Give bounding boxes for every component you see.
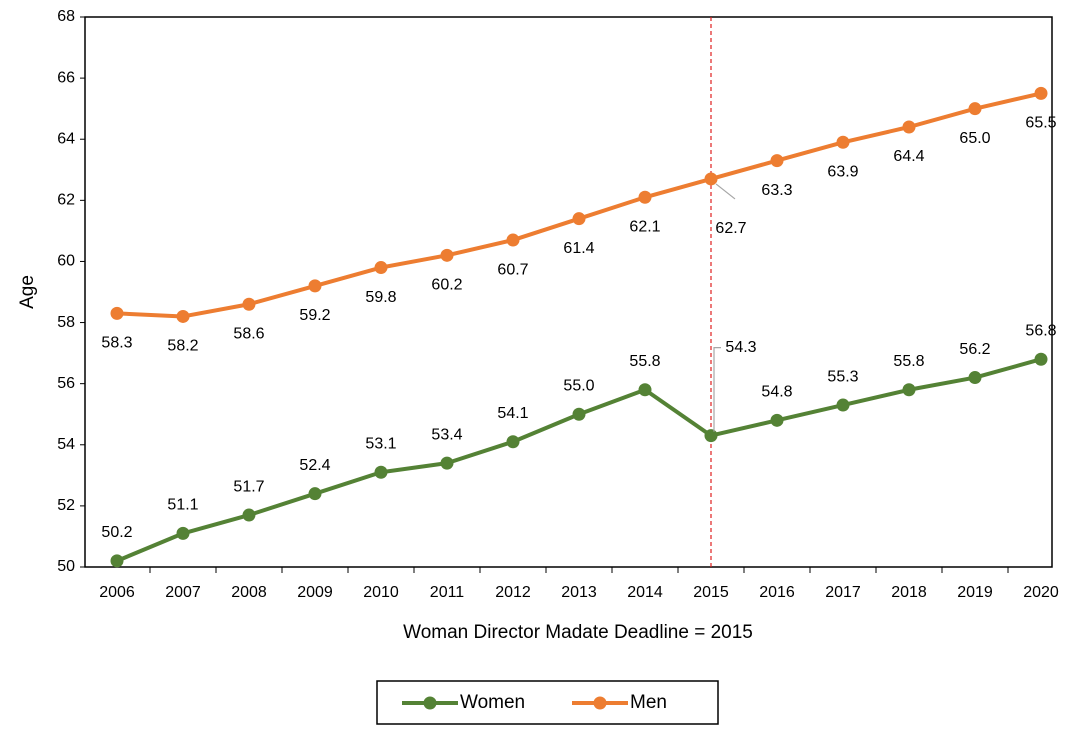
data-point <box>440 456 454 470</box>
data-label: 60.7 <box>497 261 528 278</box>
leader-line <box>713 347 721 432</box>
data-label: 58.2 <box>167 338 198 355</box>
data-label: 58.3 <box>101 335 132 352</box>
data-label: 51.7 <box>233 478 264 495</box>
data-point <box>506 233 520 247</box>
y-axis-title: Age <box>17 275 38 309</box>
data-label: 65.5 <box>1025 115 1056 132</box>
x-tick-label: 2019 <box>957 584 993 601</box>
x-tick-label: 2008 <box>231 584 267 601</box>
x-tick-label: 2017 <box>825 584 861 601</box>
data-point <box>110 306 124 320</box>
data-point <box>572 407 586 421</box>
data-point <box>836 398 850 412</box>
data-point <box>572 212 586 226</box>
data-label: 54.8 <box>761 384 792 401</box>
leader-line <box>715 183 736 200</box>
data-point <box>836 135 850 149</box>
data-point <box>638 383 652 397</box>
x-tick-label: 2007 <box>165 584 201 601</box>
y-tick-label: 58 <box>57 314 75 331</box>
data-point <box>242 297 256 311</box>
x-tick-label: 2012 <box>495 584 531 601</box>
data-label: 50.2 <box>101 524 132 541</box>
y-tick-label: 54 <box>57 436 75 453</box>
data-point <box>176 309 190 323</box>
data-point <box>242 508 256 522</box>
y-tick-label: 56 <box>57 375 75 392</box>
y-tick-label: 60 <box>57 253 75 270</box>
data-label: 54.1 <box>497 405 528 422</box>
x-tick-label: 2016 <box>759 584 795 601</box>
x-tick-label: 2014 <box>627 584 663 601</box>
data-label: 55.0 <box>563 377 594 394</box>
y-tick-label: 52 <box>57 497 75 514</box>
x-tick-label: 2006 <box>99 584 135 601</box>
data-label: 59.2 <box>299 307 330 324</box>
x-tick-label: 2009 <box>297 584 333 601</box>
y-tick-label: 66 <box>57 69 75 86</box>
data-point <box>374 465 388 479</box>
x-tick-label: 2013 <box>561 584 597 601</box>
data-label: 61.4 <box>563 240 594 257</box>
data-label: 53.4 <box>431 426 462 443</box>
data-point <box>308 279 322 293</box>
data-point <box>176 526 190 540</box>
data-label: 60.2 <box>431 277 462 294</box>
data-label: 59.8 <box>365 289 396 306</box>
data-label: 56.8 <box>1025 322 1056 339</box>
data-point <box>110 554 124 568</box>
data-point <box>1034 352 1048 366</box>
data-point <box>440 248 454 262</box>
legend-label: Women <box>460 692 525 713</box>
data-label: 55.8 <box>629 353 660 370</box>
data-label: 64.4 <box>893 148 924 165</box>
data-label: 58.6 <box>233 325 264 342</box>
x-axis-title: Woman Director Madate Deadline = 2015 <box>403 622 753 643</box>
data-point <box>968 371 982 385</box>
data-label: 63.9 <box>827 163 858 180</box>
data-point <box>770 413 784 427</box>
legend-marker <box>593 696 607 710</box>
x-tick-label: 2018 <box>891 584 927 601</box>
legend-label: Men <box>630 692 667 713</box>
data-point <box>770 154 784 168</box>
legend-marker <box>423 696 437 710</box>
data-point <box>704 172 718 186</box>
data-label: 53.1 <box>365 435 396 452</box>
data-label: 65.0 <box>959 130 990 147</box>
series-line <box>116 91 1042 319</box>
data-point <box>374 261 388 275</box>
data-label: 62.7 <box>715 220 746 237</box>
data-label: 63.3 <box>761 182 792 199</box>
y-tick-label: 50 <box>57 558 75 575</box>
data-point <box>902 383 916 397</box>
x-tick-label: 2010 <box>363 584 399 601</box>
data-point <box>506 435 520 449</box>
x-tick-label: 2020 <box>1023 584 1059 601</box>
data-point <box>902 120 916 134</box>
data-label: 55.8 <box>893 353 924 370</box>
x-tick-label: 2011 <box>430 584 465 601</box>
y-tick-label: 68 <box>57 8 75 25</box>
data-point <box>968 102 982 116</box>
data-point <box>704 429 718 443</box>
plot-frame <box>84 16 1053 568</box>
data-label: 52.4 <box>299 457 330 474</box>
data-label: 51.1 <box>167 497 198 514</box>
data-point <box>1034 86 1048 100</box>
data-point <box>638 190 652 204</box>
data-point <box>308 487 322 501</box>
x-tick-label: 2015 <box>693 584 729 601</box>
y-tick-label: 64 <box>57 130 75 147</box>
y-tick-label: 62 <box>57 192 75 209</box>
data-label: 54.3 <box>725 339 756 356</box>
data-label: 56.2 <box>959 341 990 358</box>
data-label: 62.1 <box>629 218 660 235</box>
data-label: 55.3 <box>827 368 858 385</box>
